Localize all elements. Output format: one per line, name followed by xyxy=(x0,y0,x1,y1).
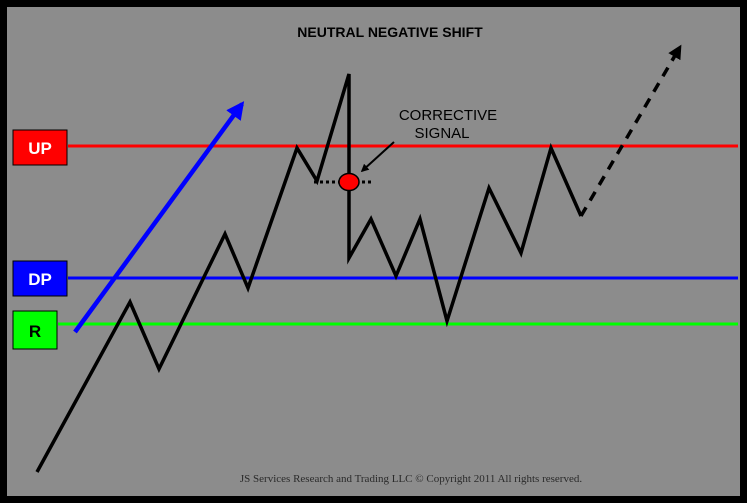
copyright-notice: JS Services Research and Trading LLC © C… xyxy=(240,473,582,485)
corrective-signal-dot xyxy=(338,172,360,192)
r-level-label: R xyxy=(12,310,58,350)
diagram-title: NEUTRAL NEGATIVE SHIFT xyxy=(297,24,483,40)
projection-arrow xyxy=(579,44,682,217)
price-path xyxy=(35,73,583,473)
up-level-text: UP xyxy=(28,139,52,158)
diagram-panel xyxy=(7,7,740,496)
up-level-label: UP xyxy=(12,129,68,166)
trend-arrow xyxy=(73,101,245,334)
dp-level-text: DP xyxy=(28,270,52,289)
r-level-text: R xyxy=(29,322,41,341)
annotation-line1: CORRECTIVE xyxy=(399,107,497,124)
dp-level-label: DP xyxy=(12,260,68,297)
annotation-pointer-arrow xyxy=(360,141,395,173)
annotation-line2: SIGNAL xyxy=(414,125,469,142)
